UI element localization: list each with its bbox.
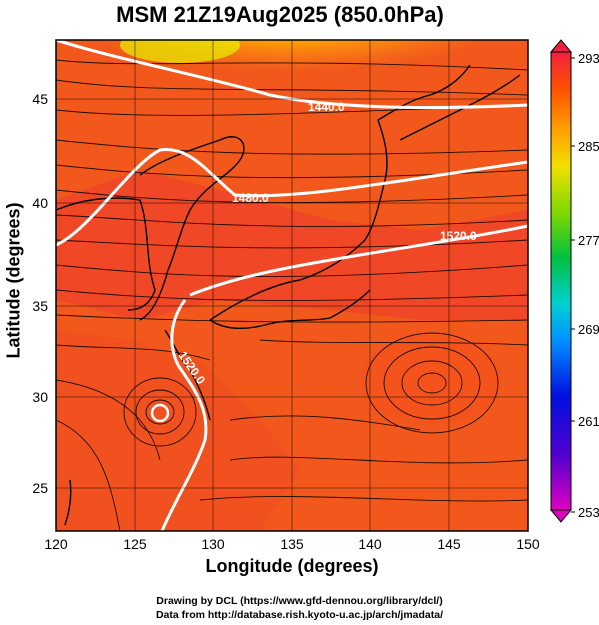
- x-axis-label: Longitude (degrees): [205, 556, 379, 576]
- contour-1440: [56, 40, 528, 110]
- coastlines: [56, 64, 521, 526]
- x-tick-label: 145: [437, 536, 461, 552]
- credit-data-source: Data from http://database.rish.kyoto-u.a…: [155, 609, 444, 621]
- y-axis-label: Latitude (degrees): [3, 202, 24, 359]
- y-tick-label: 35: [32, 298, 48, 314]
- x-tick-label: 150: [516, 536, 540, 552]
- y-axis-ticks: 25 30 35 40 45: [32, 91, 48, 496]
- plot-frame: [55, 39, 529, 532]
- x-tick-label: 130: [201, 536, 225, 552]
- x-axis-ticks: 120 125 130 135 140 145 150: [44, 536, 540, 552]
- colorbar-scale: [550, 51, 572, 511]
- colorbar-tick-label: 285: [578, 139, 599, 154]
- wind-streamlines: [56, 59, 528, 531]
- colorbar-bottom-arrow: [549, 509, 573, 523]
- x-tick-label: 125: [123, 536, 147, 552]
- colorbar-tick-label: 277: [578, 233, 599, 248]
- colorbar-tick-label: 253: [578, 505, 599, 520]
- typhoon-low-contour: [150, 403, 170, 423]
- y-tick-label: 30: [32, 389, 48, 405]
- credit-drawing: Drawing by DCL (https://www.gfd-dennou.o…: [156, 595, 443, 607]
- plot-title: MSM 21Z19Aug2025 (850.0hPa): [116, 2, 444, 27]
- contour-label-1440: 1440.0: [308, 100, 345, 114]
- contour-label-1520-north: 1520.0: [440, 229, 477, 243]
- grid-lines: [56, 40, 528, 531]
- colorbar-top-arrow: [549, 39, 573, 53]
- y-tick-label: 25: [32, 480, 48, 496]
- credits: Drawing by DCL (https://www.gfd-dennou.o…: [0, 594, 599, 622]
- x-tick-label: 135: [280, 536, 304, 552]
- contour-1520-north: [189, 224, 528, 297]
- colorbar: 293 285 277 269 261 253: [549, 39, 599, 523]
- x-tick-label: 140: [358, 536, 382, 552]
- contour-1520-south: [160, 299, 208, 531]
- contour-1480: [56, 148, 528, 247]
- contour-label-1480: 1480.0: [232, 191, 269, 205]
- y-tick-label: 40: [32, 195, 48, 211]
- colorbar-tick-label: 261: [578, 414, 599, 429]
- colorbar-tick-label: 293: [578, 51, 599, 66]
- x-tick-label: 120: [44, 536, 68, 552]
- y-tick-label: 45: [32, 91, 48, 107]
- colorbar-tick-label: 269: [578, 322, 599, 337]
- height-contours: [56, 40, 528, 531]
